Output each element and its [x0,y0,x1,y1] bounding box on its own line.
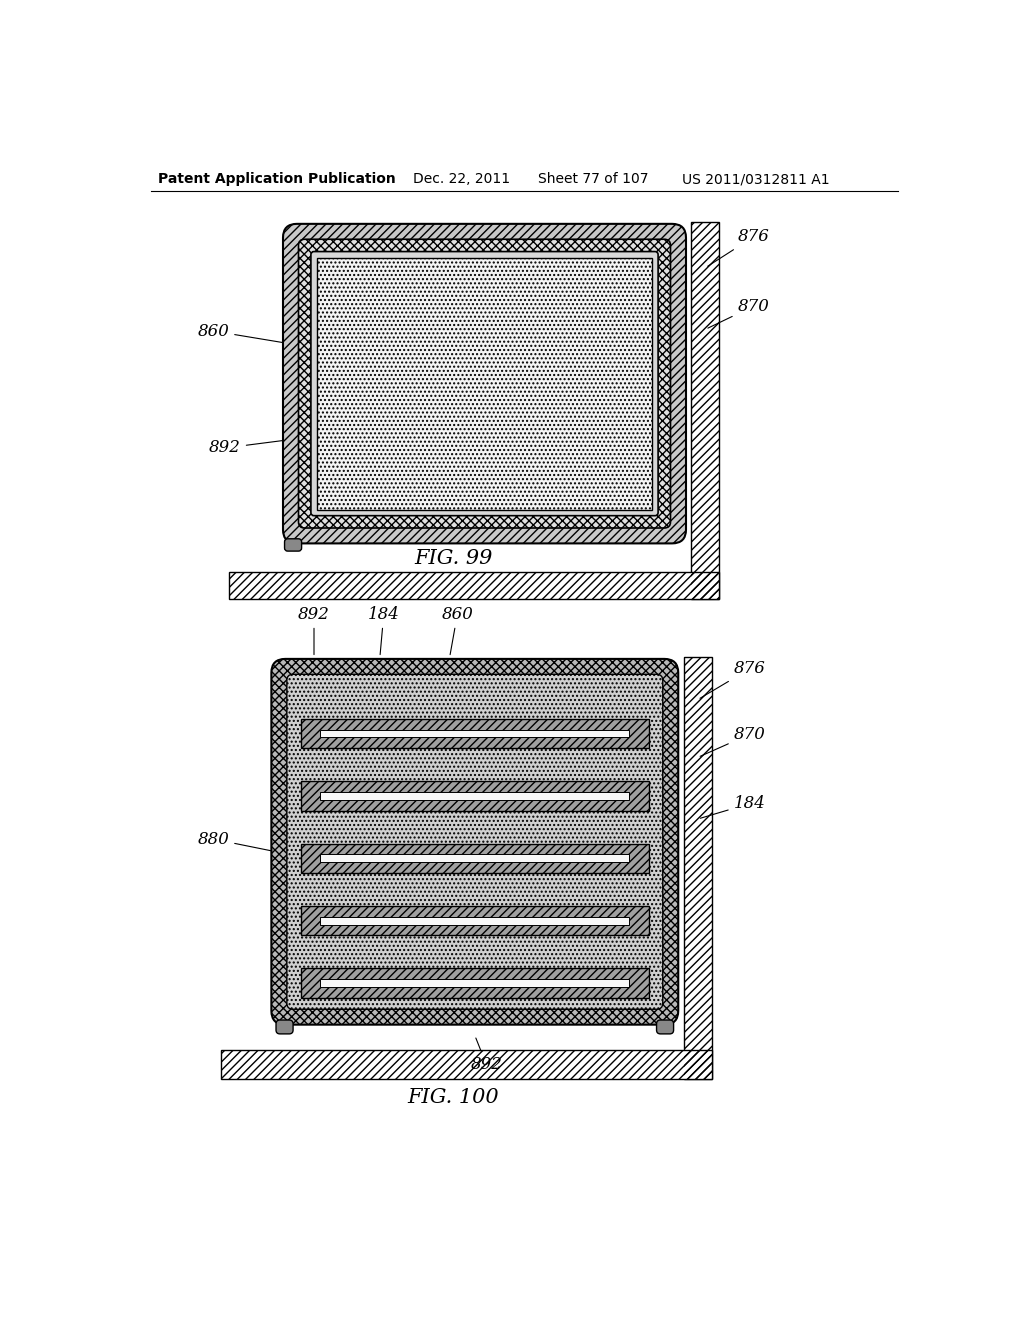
Bar [221,1051,712,1078]
Bar [301,906,649,936]
FancyBboxPatch shape [311,252,658,516]
Bar [301,719,649,748]
Bar [301,781,649,810]
FancyBboxPatch shape [285,539,302,552]
Bar [684,657,712,1078]
FancyBboxPatch shape [299,239,671,528]
Text: 892: 892 [209,437,312,457]
Text: 870: 870 [700,726,766,756]
Text: FIG. 99: FIG. 99 [415,549,493,569]
Text: 870: 870 [708,298,769,329]
Bar [684,657,712,1078]
Bar [301,969,649,998]
Text: US 2011/0312811 A1: US 2011/0312811 A1 [682,172,829,186]
Text: 184: 184 [368,606,399,655]
Bar [221,1051,712,1078]
Bar [228,572,719,599]
Bar [301,906,649,936]
Bar [301,969,649,998]
Text: Sheet 77 of 107: Sheet 77 of 107 [538,172,648,186]
Bar [321,792,630,800]
Text: 892: 892 [298,606,330,655]
FancyBboxPatch shape [283,224,686,544]
Text: Dec. 22, 2011: Dec. 22, 2011 [413,172,510,186]
Bar [317,257,652,510]
FancyBboxPatch shape [271,659,678,1024]
Text: 184: 184 [700,795,766,818]
FancyBboxPatch shape [656,1020,674,1034]
Bar [321,730,630,738]
Bar [321,979,630,987]
Bar [317,257,652,510]
Text: Patent Application Publication: Patent Application Publication [158,172,395,186]
Text: 860: 860 [441,606,473,655]
Bar [301,843,649,873]
Text: FIG. 100: FIG. 100 [408,1088,500,1107]
FancyBboxPatch shape [276,1020,293,1034]
Bar [691,222,719,599]
Bar [321,917,630,924]
Bar [301,719,649,748]
Bar [228,572,719,599]
Text: ~184~: ~184~ [453,375,517,392]
Bar [691,222,719,599]
Bar [301,781,649,810]
Text: 876: 876 [708,228,769,267]
Text: 876: 876 [700,660,766,698]
Text: 880: 880 [198,830,306,858]
FancyBboxPatch shape [287,675,663,1010]
Bar [321,854,630,862]
Bar [301,843,649,873]
Text: 860: 860 [198,322,303,346]
Text: 892: 892 [470,1038,503,1073]
